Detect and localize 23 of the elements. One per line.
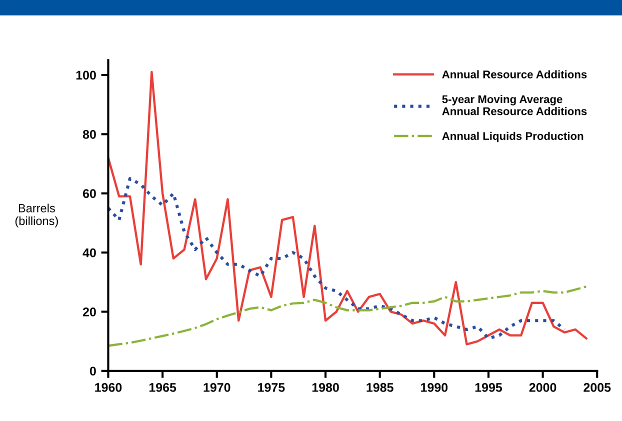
y-tick-label: 60 (82, 189, 96, 198)
legend-label: Annual Liquids Production (442, 132, 584, 142)
x-tick-label: 1970 (204, 383, 230, 392)
line-series (108, 70, 588, 346)
x-tick-label: 1990 (421, 383, 448, 392)
x-tick-label: 1995 (475, 383, 502, 392)
line-series (108, 285, 588, 347)
line-series (108, 177, 566, 340)
legend-label: Annual Resource Additions (442, 70, 587, 78)
x-tick-label: 1975 (258, 383, 285, 392)
x-tick-label: 1985 (366, 383, 394, 392)
x-tick-label: 2000 (529, 383, 556, 392)
y-tick-label: 80 (82, 130, 96, 139)
x-tick-label: 2005 (584, 383, 611, 392)
y-tick-label: 20 (82, 308, 96, 316)
x-tick-label: 1980 (312, 383, 339, 392)
y-axis-title: Barrels (billions) (15, 204, 58, 228)
x-tick-label: 1960 (95, 383, 122, 392)
y-tick-label: 0 (90, 366, 96, 376)
y-tick-label: 40 (82, 248, 96, 258)
y-tick-label: 100 (76, 70, 96, 80)
legend-label: 5-year Moving Average Annual Resource Additions (442, 95, 587, 116)
x-tick-label: 1965 (149, 383, 176, 392)
